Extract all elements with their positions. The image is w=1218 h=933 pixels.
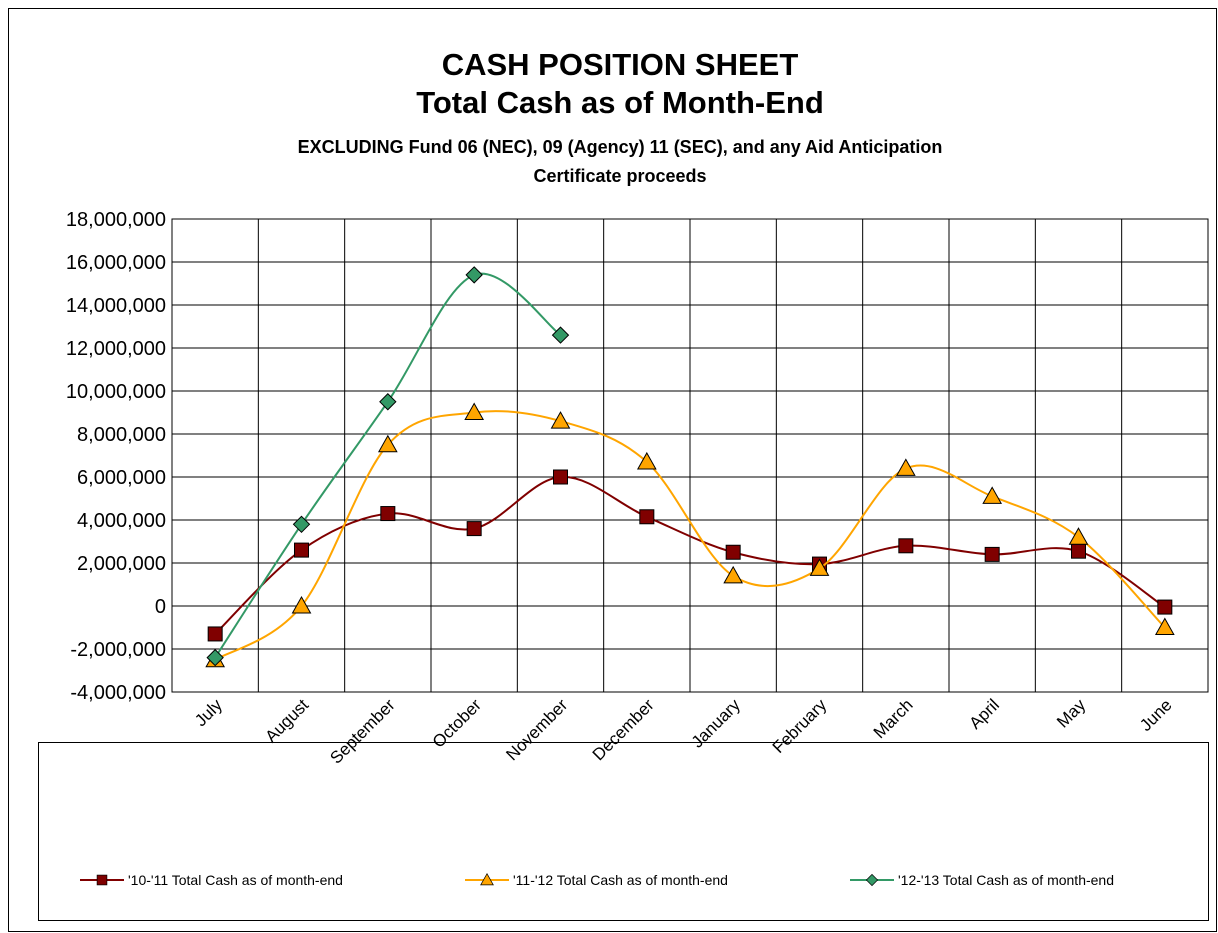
chart-title: Total Cash as of Month-End — [416, 85, 824, 120]
marker — [725, 544, 741, 560]
marker — [1068, 527, 1089, 545]
marker — [466, 521, 482, 537]
marker — [206, 648, 224, 667]
y-tick-label: 8,000,000 — [77, 424, 166, 446]
legend-marker — [865, 873, 879, 887]
y-tick-label: -2,000,000 — [70, 639, 166, 661]
legend-label: '10-'11 Total Cash as of month-end — [128, 872, 343, 888]
marker — [550, 411, 571, 429]
chart-title: CASH POSITION SHEET — [442, 47, 799, 82]
chart-border — [8, 8, 1217, 932]
y-tick-label: 2,000,000 — [77, 553, 166, 575]
legend-label: '12-'13 Total Cash as of month-end — [898, 872, 1114, 888]
marker — [636, 451, 657, 470]
y-tick-label: 0 — [155, 596, 166, 618]
marker — [207, 626, 223, 642]
series-line — [214, 475, 1166, 635]
marker — [292, 515, 311, 534]
marker — [551, 326, 570, 344]
marker — [723, 565, 744, 584]
legend-marker — [480, 872, 494, 886]
marker — [984, 546, 1000, 562]
marker — [1157, 599, 1173, 615]
legend-label: '11-'12 Total Cash as of month-end — [513, 872, 728, 888]
chart-subtitle: EXCLUDING Fund 06 (NEC), 09 (Agency) 11 … — [298, 137, 943, 157]
legend-box — [38, 742, 1209, 921]
marker — [553, 469, 568, 485]
y-tick-label: 12,000,000 — [66, 338, 166, 360]
plot-area — [171, 218, 1209, 693]
marker — [809, 558, 830, 576]
y-tick-label: 14,000,000 — [66, 295, 166, 317]
marker — [291, 595, 312, 614]
marker — [379, 393, 397, 411]
marker — [380, 506, 396, 522]
chart-subtitle: Certificate proceeds — [533, 166, 706, 186]
legend-marker — [96, 874, 108, 886]
marker — [294, 542, 309, 558]
marker — [464, 402, 485, 420]
marker — [898, 538, 914, 554]
y-tick-label: 16,000,000 — [66, 252, 166, 274]
marker — [465, 266, 483, 284]
y-tick-label: 18,000,000 — [66, 209, 166, 231]
marker — [1071, 543, 1086, 559]
marker — [1154, 617, 1175, 635]
y-tick-label: 6,000,000 — [77, 467, 166, 489]
marker — [895, 458, 916, 476]
marker — [982, 486, 1003, 504]
y-tick-label: 10,000,000 — [66, 381, 166, 403]
marker — [639, 509, 655, 525]
y-tick-label: 4,000,000 — [77, 510, 166, 532]
marker — [377, 434, 398, 453]
y-tick-label: -4,000,000 — [70, 682, 166, 704]
